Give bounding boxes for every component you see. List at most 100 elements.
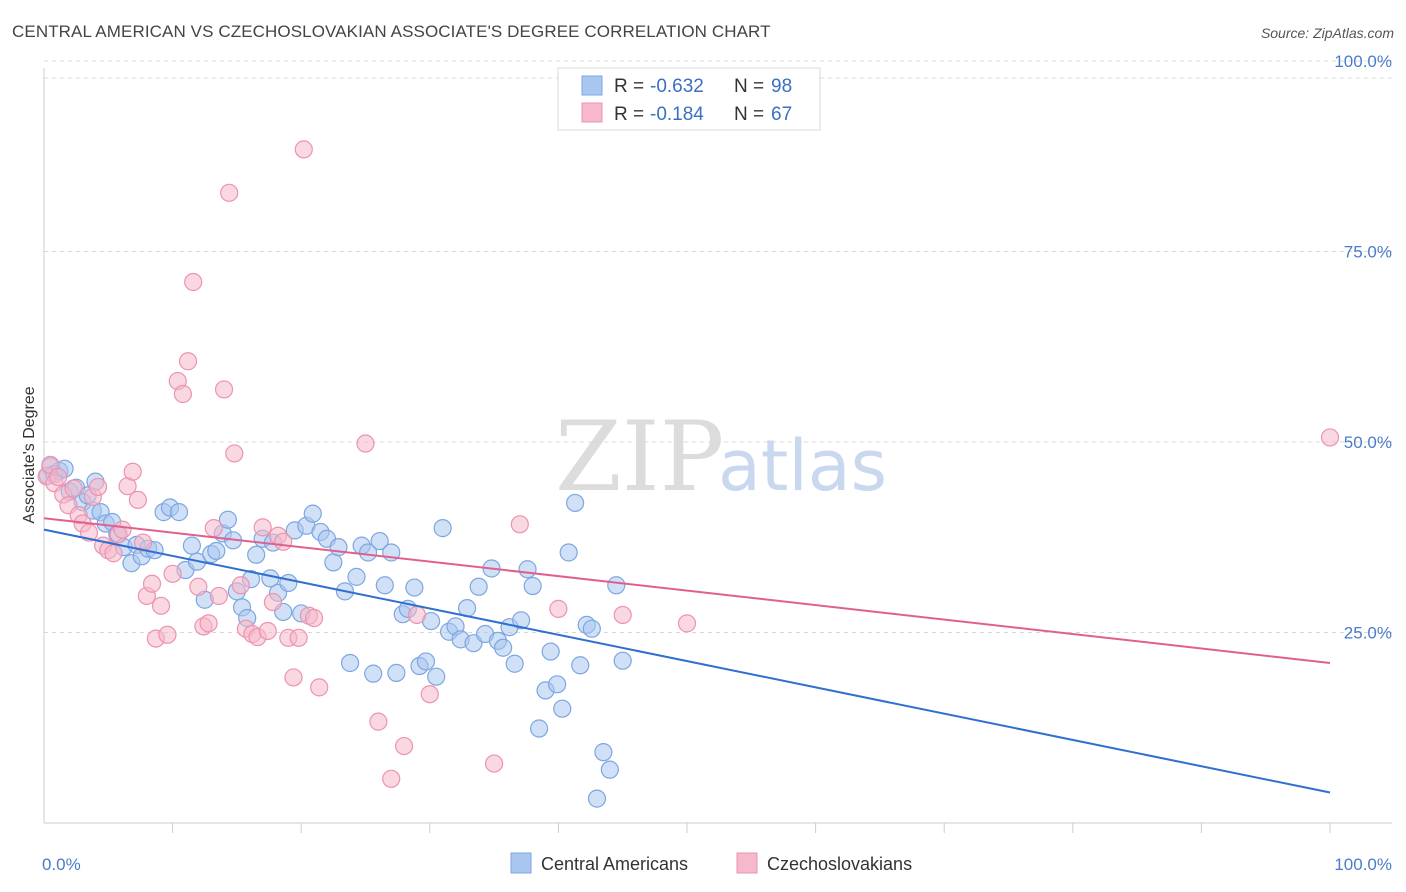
- central-americans-point-57: [364, 664, 383, 683]
- czechoslovakians-point-36: [214, 380, 234, 399]
- y-tick-50: 50.0%: [1344, 433, 1392, 452]
- central-americans-point-25: [182, 536, 201, 555]
- czechoslovakians-point-57: [382, 769, 401, 788]
- central-americans-point-51: [329, 538, 348, 557]
- central-americans-point-95: [587, 789, 607, 808]
- legend: R = -0.632 N = 98 R = -0.184 N = 67: [557, 67, 821, 131]
- central-americans-point-53: [340, 653, 360, 673]
- central-americans-point-97: [600, 760, 619, 779]
- bottom-legend-swatch-pink: [736, 852, 758, 874]
- czechoslovakians-point-59: [407, 605, 427, 625]
- central-americans-point-99: [613, 651, 632, 670]
- bottom-legend: Central Americans Czechoslovakians: [510, 852, 912, 874]
- czechoslovakians-point-51: [294, 140, 313, 159]
- bottom-legend-swatch-blue: [510, 852, 532, 874]
- central-americans-point-47: [303, 504, 322, 523]
- czechoslovakians-point-65: [677, 614, 697, 633]
- czechoslovakians-point-18: [123, 462, 142, 481]
- y-tick-100: 100.0%: [1334, 52, 1392, 71]
- czechoslovakians-point-43: [253, 518, 272, 537]
- czechoslovakians-point-39: [231, 576, 250, 595]
- legend-n-label-2: N =: [734, 104, 764, 125]
- central-americans-point-64: [405, 578, 424, 597]
- central-americans-point-83: [518, 560, 537, 579]
- czechoslovakians-point-24: [151, 596, 171, 615]
- central-americans-trend-line: [43, 528, 1331, 794]
- legend-r-label-2: R =: [614, 104, 644, 125]
- czechoslovakians-point-49: [284, 668, 303, 687]
- x-tick-min: 0.0%: [42, 855, 81, 874]
- legend-n-value-2: 67: [771, 104, 792, 125]
- czechoslovakians-point-34: [204, 519, 223, 538]
- czechoslovakians-point-55: [356, 434, 375, 453]
- central-americans-point-61: [387, 663, 406, 682]
- central-americans-point-79: [494, 638, 513, 657]
- czechoslovakians-point-61: [485, 754, 504, 773]
- bottom-legend-czechoslovakians: Czechoslovakians: [767, 854, 912, 874]
- central-americans-point-37: [247, 545, 266, 564]
- czechoslovakians-point-63: [549, 599, 568, 618]
- central-americans-point-68: [427, 667, 446, 686]
- czechoslovakians-point-28: [173, 384, 192, 404]
- czechoslovakians-point-37: [220, 183, 239, 202]
- source-credit: Source: ZipAtlas.com: [1260, 25, 1394, 41]
- czechoslovakians-trend-line: [43, 517, 1331, 664]
- legend-r-value-1: -0.632: [650, 76, 704, 97]
- y-axis-label: Associate's Degree: [21, 386, 38, 523]
- central-americans-point-69: [433, 519, 452, 538]
- legend-swatch-blue: [581, 75, 603, 96]
- czechoslovakians-point-14: [104, 544, 123, 563]
- central-americans-point-59: [375, 576, 394, 595]
- central-americans-point-54: [347, 567, 366, 586]
- czechoslovakians-point-47: [274, 532, 293, 551]
- czechoslovakians-point-35: [209, 586, 228, 606]
- central-americans-point-50: [324, 553, 343, 572]
- czechoslovakians-point-38: [225, 444, 244, 463]
- central-americans-point-43: [279, 573, 298, 593]
- watermark-atlas: atlas: [718, 425, 887, 507]
- czechoslovakians-point-60: [420, 685, 439, 704]
- central-americans-point-89: [553, 699, 572, 718]
- legend-r-value-2: -0.184: [650, 104, 704, 125]
- central-americans-point-81: [505, 654, 524, 673]
- czechoslovakians-point-66: [1320, 428, 1340, 447]
- legend-swatch-pink: [581, 102, 603, 123]
- y-tick-labels: 25.0% 50.0% 75.0% 100.0%: [1334, 52, 1392, 643]
- central-americans-point-82: [512, 611, 531, 630]
- czechoslovakians-point-33: [199, 614, 218, 633]
- watermark: ZIP atlas: [555, 401, 887, 513]
- central-americans-point-66: [416, 652, 436, 671]
- czechoslovakians-point-19: [128, 490, 147, 510]
- czechoslovakians-point-58: [394, 736, 414, 756]
- central-americans-point-88: [548, 675, 567, 694]
- bottom-legend-central-americans: Central Americans: [541, 854, 688, 874]
- central-americans-point-84: [523, 576, 542, 596]
- watermark-zip: ZIP: [555, 401, 724, 513]
- czechoslovakians-point-31: [189, 577, 208, 596]
- central-americans-point-75: [469, 577, 488, 596]
- central-americans-point-31: [218, 510, 237, 529]
- central-americans-point-96: [594, 743, 613, 762]
- grid-lines: [44, 60, 1392, 633]
- czechoslovakians-point-29: [178, 352, 198, 371]
- series-czechoslovakians-points: [37, 140, 1340, 788]
- central-americans-point-92: [571, 656, 590, 675]
- chart-title: CENTRAL AMERICAN VS CZECHOSLOVAKIAN ASSO…: [12, 22, 771, 41]
- central-americans-point-29: [207, 541, 226, 561]
- czechoslovakians-point-30: [184, 272, 203, 292]
- x-tick-max: 100.0%: [1334, 855, 1392, 874]
- central-americans-point-94: [582, 619, 601, 638]
- czechoslovakians-point-16: [113, 520, 132, 539]
- czechoslovakians-point-54: [310, 678, 329, 697]
- legend-r-label-1: R =: [614, 76, 644, 97]
- czechoslovakians-point-45: [263, 592, 283, 612]
- czechoslovakians-point-3: [49, 467, 68, 487]
- y-tick-25: 25.0%: [1344, 624, 1392, 643]
- czechoslovakians-point-20: [133, 533, 153, 552]
- axes: [43, 68, 1392, 833]
- czechoslovakians-point-62: [510, 515, 529, 534]
- legend-n-label-1: N =: [734, 76, 764, 97]
- czechoslovakians-point-56: [369, 712, 388, 731]
- czechoslovakians-point-6: [64, 479, 83, 498]
- legend-n-value-1: 98: [771, 76, 792, 97]
